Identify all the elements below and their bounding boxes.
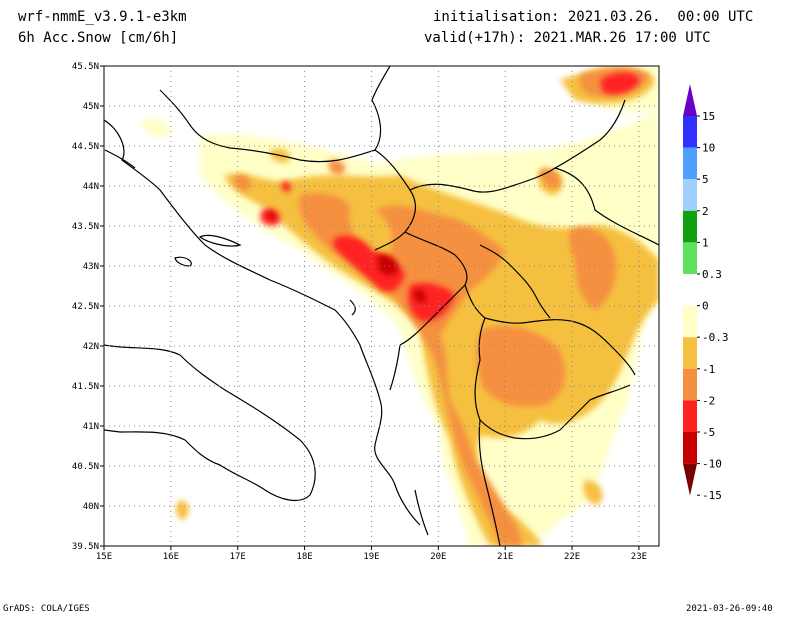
colorbar-segment — [683, 147, 697, 180]
colorbar-label: 15 — [702, 110, 715, 123]
colorbar-label: 2 — [702, 205, 709, 218]
lat-label: 44.5N — [72, 142, 99, 152]
lat-label: 42.5N — [72, 302, 99, 312]
lat-label: 42N — [83, 342, 99, 352]
footer-right: 2021-03-26-09:40 — [686, 604, 773, 614]
lat-label: 40.5N — [72, 462, 99, 472]
lat-label: 43.5N — [72, 222, 99, 232]
lon-labels: 15E 16E 17E 18E 19E 20E 21E 22E 23E — [96, 546, 647, 562]
colorbar-label: -1 — [702, 363, 715, 376]
lat-label: 44N — [83, 182, 99, 192]
lat-label: 45.5N — [72, 62, 99, 72]
colorbar: 15 10 5 2 1 0.3 0 -0.3 -1 -2 -5 -10 -15 — [683, 84, 729, 502]
lon-label: 20E — [430, 552, 446, 562]
colorbar-segment — [683, 179, 697, 211]
colorbar-segment — [683, 305, 697, 338]
footer-left: GrADS: COLA/IGES — [3, 604, 90, 614]
colorbar-top-arrow — [683, 84, 697, 116]
colorbar-segment — [683, 274, 697, 306]
colorbar-label: 1 — [702, 236, 709, 249]
colorbar-segment — [683, 432, 697, 464]
lon-label: 17E — [230, 552, 246, 562]
colorbar-segment — [683, 400, 697, 432]
lon-label: 23E — [631, 552, 647, 562]
lon-label: 18E — [296, 552, 312, 562]
colorbar-label: -15 — [702, 489, 722, 502]
colorbar-segment — [683, 210, 697, 243]
lat-label: 43N — [83, 262, 99, 272]
colorbar-bottom-arrow — [683, 463, 697, 496]
lat-label: 45N — [83, 102, 99, 112]
colorbar-segment — [683, 368, 697, 401]
colorbar-segment — [683, 116, 697, 148]
colorbar-label: 5 — [702, 173, 709, 186]
lon-label: 16E — [163, 552, 179, 562]
lon-label: 22E — [564, 552, 580, 562]
lat-label: 41N — [83, 422, 99, 432]
lat-labels: 45.5N 45N 44.5N 44N 43.5N 43N 42.5N 42N 41.5N 41N… — [72, 62, 104, 552]
colorbar-segment — [683, 242, 697, 274]
lat-label: 39.5N — [72, 542, 99, 552]
colorbar-label: -10 — [702, 458, 722, 471]
lon-label: 19E — [363, 552, 379, 562]
field-title: 6h Acc.Snow [cm/6h] — [18, 30, 179, 46]
snow-darkred — [267, 211, 426, 303]
lat-label: 41.5N — [72, 382, 99, 392]
lon-label: 15E — [96, 552, 112, 562]
colorbar-label: 0 — [702, 300, 709, 313]
grid-lines — [104, 66, 659, 546]
snow-field — [104, 66, 659, 546]
lon-label: 21E — [497, 552, 513, 562]
colorbar-label: -2 — [702, 394, 715, 407]
init-time: initialisation: 2021.03.26. 00:00 UTC — [433, 9, 754, 25]
colorbar-label: -0.3 — [702, 331, 729, 344]
colorbar-label: 10 — [702, 142, 715, 155]
colorbar-label: -5 — [702, 426, 715, 439]
valid-time: valid(+17h): 2021.MAR.26 17:00 UTC — [424, 30, 711, 46]
model-title: wrf-nmmE_v3.9.1-e3km — [18, 9, 187, 25]
colorbar-label: 0.3 — [702, 268, 722, 281]
coastlines-borders — [104, 66, 659, 546]
colorbar-segment — [683, 337, 697, 369]
lat-label: 40N — [83, 502, 99, 512]
